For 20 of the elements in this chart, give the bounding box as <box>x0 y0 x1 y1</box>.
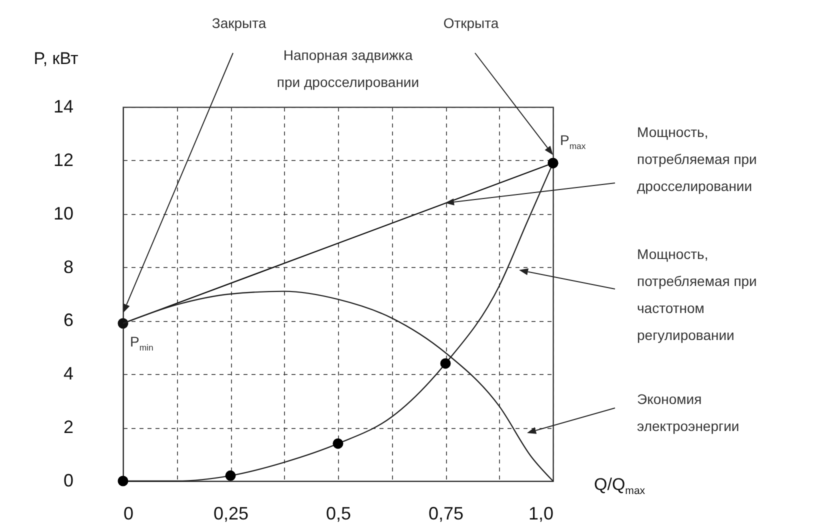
text: Закрыта <box>212 15 266 31</box>
text: Мощность, потребляемая при дросселировании <box>637 124 757 194</box>
y-tick-label: 14 <box>53 96 74 116</box>
y-tick-label: 2 <box>63 417 74 438</box>
y-tick-label: 4 <box>63 364 74 384</box>
text: Напорная задвижка при дросселировании <box>276 47 420 90</box>
y-tick-label: 0 <box>63 470 74 490</box>
y-tick-label: 6 <box>63 310 74 330</box>
y-axis-title: P, кВт <box>34 49 79 68</box>
text: Экономия электроэнергии <box>637 391 740 434</box>
y-tick-label: 12 <box>53 150 74 170</box>
text: Открыта <box>443 15 499 31</box>
x-tick-label: 0,25 <box>213 504 249 524</box>
y-tick-label: 8 <box>63 256 74 277</box>
x-tick-label: 1,0 <box>528 504 554 524</box>
x-tick-label: 0,5 <box>326 504 352 524</box>
x-tick-label: 0 <box>124 504 134 524</box>
text: Мощность, потребляемая при частотном регулировании <box>637 246 757 343</box>
x-tick-label: 0,75 <box>428 504 464 524</box>
y-tick-label: 10 <box>53 203 74 224</box>
